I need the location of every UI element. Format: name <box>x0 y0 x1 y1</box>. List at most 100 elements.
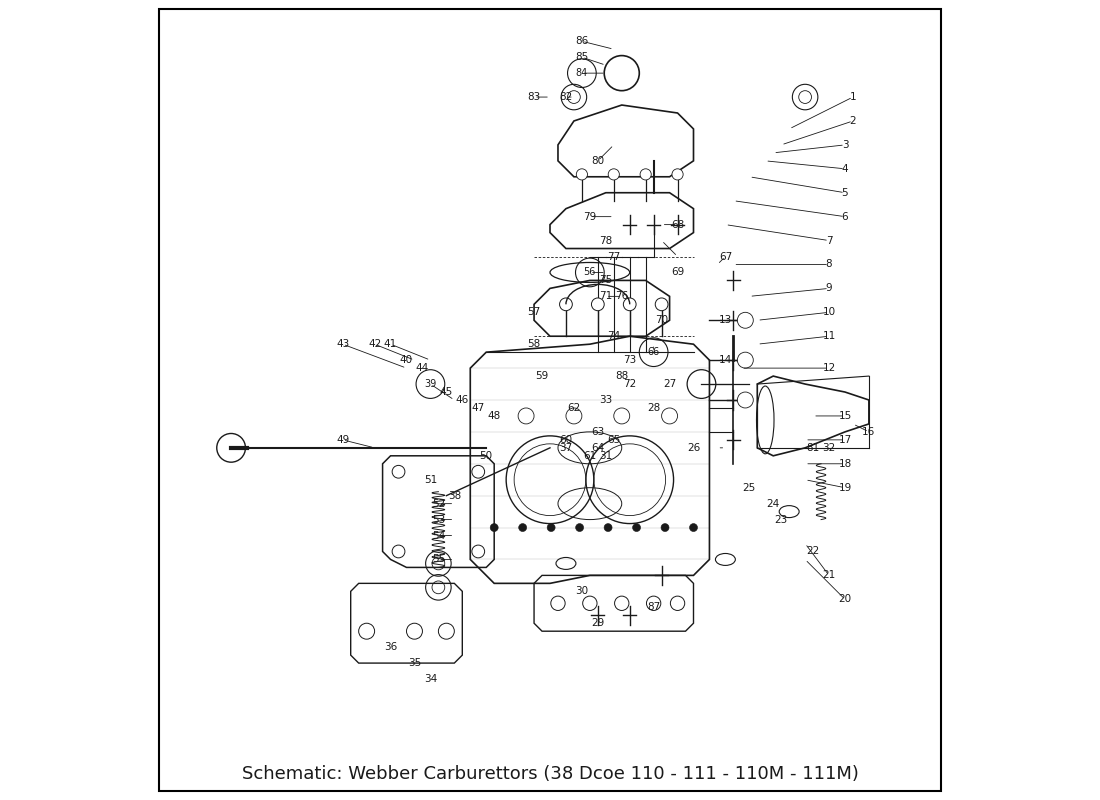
Text: 5: 5 <box>842 188 848 198</box>
Circle shape <box>672 169 683 180</box>
Text: 16: 16 <box>862 427 876 437</box>
Text: 34: 34 <box>424 674 437 684</box>
Text: 67: 67 <box>718 251 732 262</box>
Text: 62: 62 <box>568 403 581 413</box>
Text: 56: 56 <box>584 267 596 278</box>
Text: 31: 31 <box>600 451 613 461</box>
Text: 38: 38 <box>448 490 461 501</box>
Text: 17: 17 <box>838 435 851 445</box>
Circle shape <box>592 298 604 310</box>
Circle shape <box>604 523 612 531</box>
Text: 43: 43 <box>337 339 350 349</box>
Text: Schematic: Webber Carburettors (38 Dcoe 110 - 111 - 110M - 111M): Schematic: Webber Carburettors (38 Dcoe … <box>242 765 858 782</box>
Text: 6: 6 <box>842 212 848 222</box>
Text: 53: 53 <box>432 514 446 525</box>
Text: 28: 28 <box>647 403 660 413</box>
Text: 3: 3 <box>842 140 848 150</box>
Text: 37: 37 <box>559 443 573 453</box>
Text: 80: 80 <box>592 156 604 166</box>
Text: 52: 52 <box>432 498 446 509</box>
Text: 76: 76 <box>615 291 628 302</box>
Circle shape <box>565 408 582 424</box>
Text: 49: 49 <box>337 435 350 445</box>
Circle shape <box>519 523 527 531</box>
Circle shape <box>737 392 754 408</box>
Text: 2: 2 <box>849 116 856 126</box>
Text: 87: 87 <box>647 602 660 612</box>
Text: 45: 45 <box>440 387 453 397</box>
Circle shape <box>661 523 669 531</box>
Text: 82: 82 <box>559 92 573 102</box>
Circle shape <box>491 523 498 531</box>
Circle shape <box>656 298 668 310</box>
Text: 85: 85 <box>575 52 589 62</box>
Circle shape <box>576 169 587 180</box>
Text: 88: 88 <box>615 371 628 381</box>
Text: 11: 11 <box>823 331 836 342</box>
Text: 55: 55 <box>432 554 446 565</box>
Circle shape <box>640 169 651 180</box>
Text: 70: 70 <box>654 315 668 326</box>
Circle shape <box>661 408 678 424</box>
Text: 44: 44 <box>416 363 429 373</box>
Circle shape <box>632 523 640 531</box>
Circle shape <box>608 169 619 180</box>
Text: 48: 48 <box>487 411 500 421</box>
Text: 47: 47 <box>472 403 485 413</box>
Text: 10: 10 <box>823 307 836 318</box>
Circle shape <box>560 298 572 310</box>
Text: 69: 69 <box>671 267 684 278</box>
Text: 4: 4 <box>842 164 848 174</box>
Text: 25: 25 <box>742 482 756 493</box>
Text: 64: 64 <box>591 443 605 453</box>
Text: 60: 60 <box>560 435 572 445</box>
Text: 21: 21 <box>823 570 836 580</box>
Text: 1: 1 <box>849 92 856 102</box>
Text: 7: 7 <box>826 235 833 246</box>
Text: 42: 42 <box>368 339 382 349</box>
Circle shape <box>518 408 535 424</box>
Text: 81: 81 <box>806 443 820 453</box>
Text: 33: 33 <box>600 395 613 405</box>
Text: 8: 8 <box>826 259 833 270</box>
Text: 63: 63 <box>591 427 605 437</box>
Text: 36: 36 <box>384 642 397 652</box>
Text: 86: 86 <box>575 36 589 46</box>
Text: 24: 24 <box>767 498 780 509</box>
Text: 14: 14 <box>718 355 732 365</box>
Text: 59: 59 <box>536 371 549 381</box>
Text: 18: 18 <box>838 458 851 469</box>
Text: 30: 30 <box>575 586 589 596</box>
Text: 74: 74 <box>607 331 620 342</box>
Text: 40: 40 <box>400 355 414 365</box>
Text: 79: 79 <box>583 212 596 222</box>
Text: 29: 29 <box>591 618 605 628</box>
Text: 50: 50 <box>480 451 493 461</box>
Text: 57: 57 <box>527 307 541 318</box>
Circle shape <box>575 523 584 531</box>
Circle shape <box>614 408 629 424</box>
Text: 23: 23 <box>774 514 788 525</box>
Text: 20: 20 <box>838 594 851 604</box>
Text: 26: 26 <box>686 443 700 453</box>
Text: 72: 72 <box>623 379 636 389</box>
Text: 13: 13 <box>718 315 732 326</box>
Text: 58: 58 <box>527 339 541 349</box>
Circle shape <box>737 312 754 328</box>
Text: 66: 66 <box>648 347 660 357</box>
Text: 75: 75 <box>600 275 613 286</box>
Text: 9: 9 <box>826 283 833 294</box>
Text: 61: 61 <box>583 451 596 461</box>
Text: 12: 12 <box>823 363 836 373</box>
Text: 32: 32 <box>823 443 836 453</box>
Text: 65: 65 <box>607 435 620 445</box>
Text: 73: 73 <box>623 355 636 365</box>
Text: 22: 22 <box>806 546 820 557</box>
Text: 15: 15 <box>838 411 851 421</box>
Text: 39: 39 <box>425 379 437 389</box>
Text: 41: 41 <box>384 339 397 349</box>
Text: 46: 46 <box>455 395 469 405</box>
Text: 84: 84 <box>575 68 589 78</box>
Circle shape <box>690 523 697 531</box>
Text: 19: 19 <box>838 482 851 493</box>
